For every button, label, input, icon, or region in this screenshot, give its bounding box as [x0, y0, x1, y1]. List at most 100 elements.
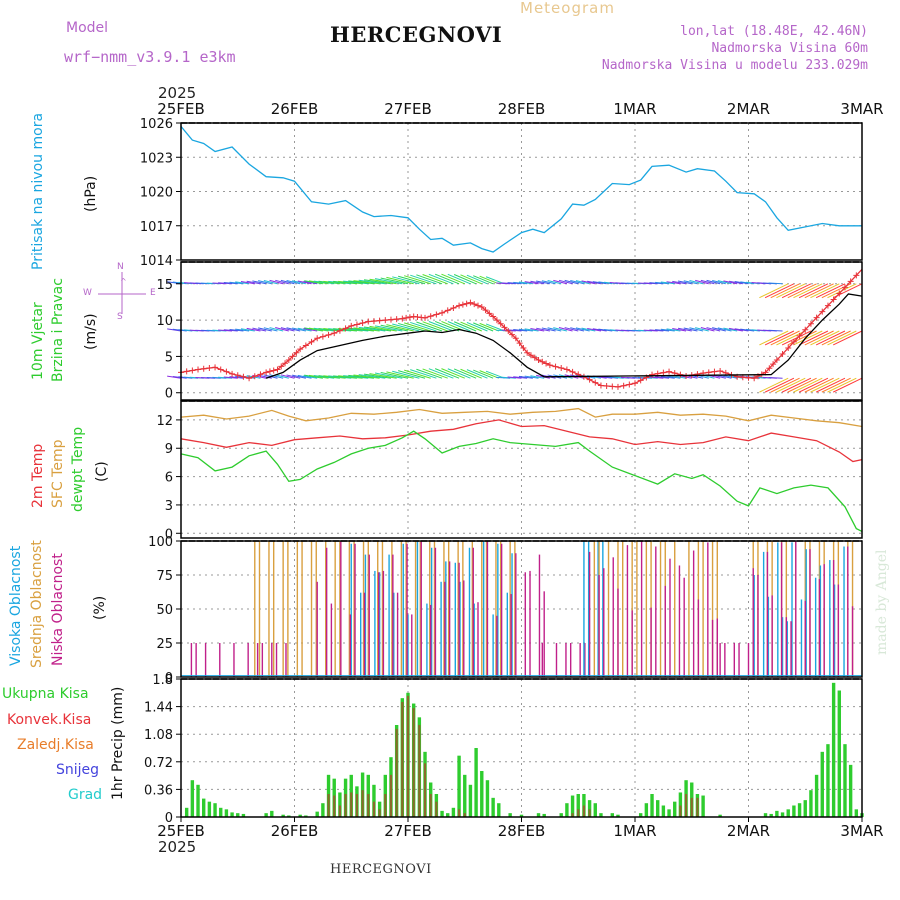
wind-barb	[781, 377, 812, 393]
wind-speed-marker	[853, 272, 860, 279]
wind-speed-marker	[274, 366, 281, 373]
precip-bar-convective	[435, 801, 438, 817]
precip-bar-total	[775, 810, 779, 817]
wind-speed-marker	[490, 313, 497, 320]
wind-speed-marker	[527, 352, 534, 359]
wind-speed-marker	[505, 328, 512, 334]
wind-barb	[810, 283, 840, 299]
wind-barb	[706, 279, 721, 285]
wind-barb	[167, 328, 182, 332]
wind-barb	[447, 368, 471, 379]
legend-snow: Snijeg	[56, 762, 100, 778]
wind-barb	[303, 375, 318, 379]
wind-barb	[564, 279, 579, 285]
precip-bar-convective	[571, 813, 574, 817]
wind-barb	[308, 327, 329, 332]
precip-bar-total	[446, 813, 450, 817]
wind-speed-marker	[509, 331, 516, 338]
wind-barb	[358, 279, 386, 285]
wind-barb	[827, 330, 857, 346]
wind-barb	[460, 321, 482, 332]
y-tick-label: 1.8	[152, 673, 173, 688]
wind-barb	[564, 327, 579, 332]
wind-speed-marker	[359, 320, 366, 327]
precip-bar-convective	[378, 809, 381, 817]
precip-bar-total	[196, 784, 200, 817]
wind-barb	[643, 282, 658, 285]
wind-barb	[518, 328, 533, 332]
wind-barb	[275, 327, 289, 332]
wind-speed-marker	[836, 290, 843, 297]
wind-barb	[717, 327, 732, 332]
wind-inner-label: Brzina i Pravac	[50, 278, 66, 382]
wind-barb	[643, 329, 658, 332]
wind-barb	[275, 279, 289, 285]
legend-hail: Grad	[68, 787, 103, 803]
precip-bar-total	[281, 814, 285, 817]
series-line-sfc-temp	[180, 407, 863, 428]
compass-north: N	[117, 262, 124, 272]
wind-barb	[313, 280, 335, 285]
precip-bar-total	[468, 784, 473, 817]
lonlat-label: lon,lat (18.48E, 42.46N)	[680, 24, 868, 39]
precip-bar-total	[797, 803, 802, 817]
wind-barb	[453, 321, 477, 332]
wind-speed-marker	[785, 344, 792, 351]
wind-speed-marker	[297, 346, 304, 353]
precip-bar-total	[321, 803, 325, 817]
wind-speed-marker	[751, 375, 758, 382]
wind-speed-marker	[847, 278, 854, 285]
wind-speed-marker	[234, 372, 241, 379]
wind-speed-marker	[376, 317, 383, 324]
wind-barb	[333, 280, 357, 285]
wind-speed-marker	[353, 321, 360, 328]
wind-barb	[280, 279, 295, 285]
wind-speed-marker	[427, 313, 434, 320]
wind-speed-marker	[474, 302, 481, 309]
x-tick-label-top: 1MAR	[613, 100, 656, 118]
wind-barb	[286, 374, 301, 379]
precip-bar-total	[508, 813, 512, 817]
wind-speed-marker	[183, 368, 190, 375]
precip-bar-convective	[463, 813, 466, 817]
wind-barb	[473, 275, 494, 285]
wind-speed-marker	[711, 368, 718, 375]
wind-barb	[441, 273, 465, 285]
precip-bar-convective	[429, 794, 432, 817]
precip-bar-convective	[696, 797, 699, 817]
wind-barb	[793, 330, 823, 346]
precip-bar-convective	[361, 790, 364, 817]
wind-barb	[479, 322, 499, 332]
precip-bar-total	[673, 801, 677, 817]
wind-barb	[558, 279, 573, 285]
wind-barb	[485, 276, 505, 285]
wind-barbs-layer	[167, 273, 863, 393]
footer-station: HERCEGNOVI	[330, 862, 432, 877]
precip-bar-total	[457, 755, 461, 817]
wind-barb	[338, 328, 363, 332]
series-line-wind-gust	[265, 293, 863, 379]
precip-bar-total	[854, 809, 859, 817]
precip-bar-total	[780, 812, 785, 817]
y-tick-label: 10	[156, 314, 173, 329]
wind-barb	[581, 327, 596, 332]
y-tick-label: 0	[165, 387, 173, 402]
wind-barb	[530, 280, 545, 285]
x-tick-label-bottom: 1MAR	[613, 822, 656, 840]
precip-bar-total	[202, 798, 206, 817]
wind-barb	[292, 327, 306, 332]
wind-barb	[660, 328, 675, 332]
wind-speed-marker	[546, 362, 553, 369]
wind-barb	[252, 280, 267, 285]
series-line-dewpt-temp	[180, 430, 863, 532]
precip-bar-total	[593, 803, 597, 817]
y-tick-label: 1023	[140, 151, 173, 166]
wind-speed-marker	[745, 374, 752, 381]
wind-speed-marker	[403, 314, 410, 321]
wind-barb	[793, 283, 823, 299]
wind-speed-marker	[406, 314, 413, 321]
wind-barb	[592, 328, 607, 332]
wind-barb	[575, 327, 590, 332]
y-tick-label: 25	[156, 637, 173, 652]
series-line-mslp	[180, 125, 862, 253]
